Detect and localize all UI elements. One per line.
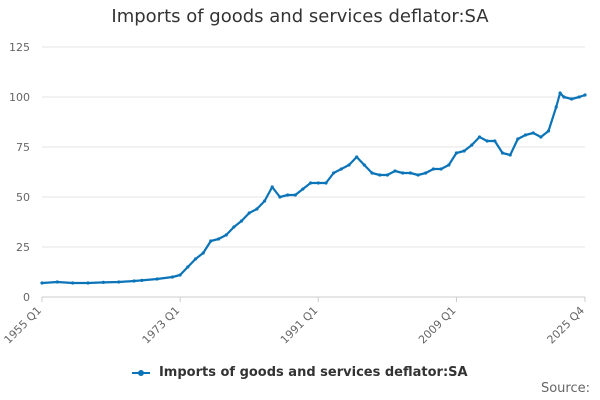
data-point [558, 91, 562, 95]
source-label: Source: [540, 381, 590, 396]
data-point [485, 139, 489, 143]
data-point [278, 195, 282, 199]
data-point [355, 155, 359, 159]
data-point [270, 185, 274, 189]
data-point [339, 167, 343, 171]
data-point [216, 237, 221, 241]
data-point [493, 139, 497, 143]
y-tick-label: 25 [16, 241, 30, 254]
data-point [71, 281, 75, 285]
data-point [347, 163, 351, 167]
data-point [439, 167, 443, 171]
y-tick-label: 50 [16, 191, 30, 204]
series-line [41, 91, 586, 285]
data-point [546, 129, 551, 133]
data-point [155, 277, 159, 281]
data-point [186, 265, 190, 269]
data-point [454, 151, 458, 155]
data-point [286, 193, 290, 197]
data-point [140, 278, 144, 282]
data-point [86, 281, 90, 285]
data-point [554, 105, 558, 109]
data-point [583, 93, 587, 97]
data-point [324, 181, 328, 185]
data-point [362, 163, 366, 167]
data-point [385, 173, 389, 177]
data-point [378, 173, 382, 177]
data-point [247, 211, 251, 215]
y-tick-label: 125 [9, 41, 30, 54]
data-point [201, 251, 205, 255]
data-point [255, 207, 259, 211]
data-point [178, 273, 182, 277]
data-point [577, 95, 581, 99]
y-tick-label: 0 [23, 291, 30, 304]
x-tick-label: 2009 Q1 [416, 304, 459, 347]
data-point [516, 137, 520, 141]
data-point [117, 280, 121, 284]
data-point [408, 171, 412, 175]
y-tick-label: 100 [9, 91, 30, 104]
data-point [170, 275, 175, 279]
data-point [193, 257, 198, 261]
data-point [209, 239, 213, 243]
data-point [316, 181, 320, 185]
data-point [431, 167, 435, 171]
data-point [562, 95, 566, 99]
data-point [55, 280, 59, 284]
data-point [416, 173, 420, 177]
data-point [477, 135, 482, 139]
data-point [462, 149, 466, 153]
y-tick-label: 75 [16, 141, 30, 154]
data-point [500, 151, 505, 155]
data-point [232, 225, 236, 229]
data-point [301, 187, 305, 191]
data-point [470, 143, 474, 147]
legend[interactable]: Imports of goods and services deflator:S… [0, 365, 600, 380]
data-point [293, 193, 297, 197]
data-point [332, 171, 336, 175]
data-point [224, 233, 228, 237]
legend-label: Imports of goods and services deflator:S… [158, 365, 468, 380]
data-point [531, 131, 535, 135]
data-point [40, 281, 44, 285]
data-point [447, 163, 451, 167]
data-point [393, 169, 397, 173]
data-point [401, 171, 405, 175]
data-point [539, 135, 543, 139]
chart-title: Imports of goods and services deflator:S… [111, 6, 489, 27]
x-tick-label: 1973 Q1 [140, 304, 183, 347]
data-point [370, 171, 374, 175]
data-point [309, 181, 313, 185]
x-tick-label: 1955 Q1 [2, 304, 45, 347]
legend-line-marker-icon [132, 368, 151, 378]
data-point [263, 199, 267, 203]
data-point [239, 219, 244, 223]
data-point [570, 97, 574, 101]
data-point [424, 171, 428, 175]
data-point [523, 133, 528, 137]
data-point [101, 280, 105, 284]
data-point [508, 153, 512, 157]
x-tick-label: 2025 Q4 [545, 304, 588, 347]
x-tick-label: 1991 Q1 [278, 304, 321, 347]
data-point [132, 279, 136, 283]
